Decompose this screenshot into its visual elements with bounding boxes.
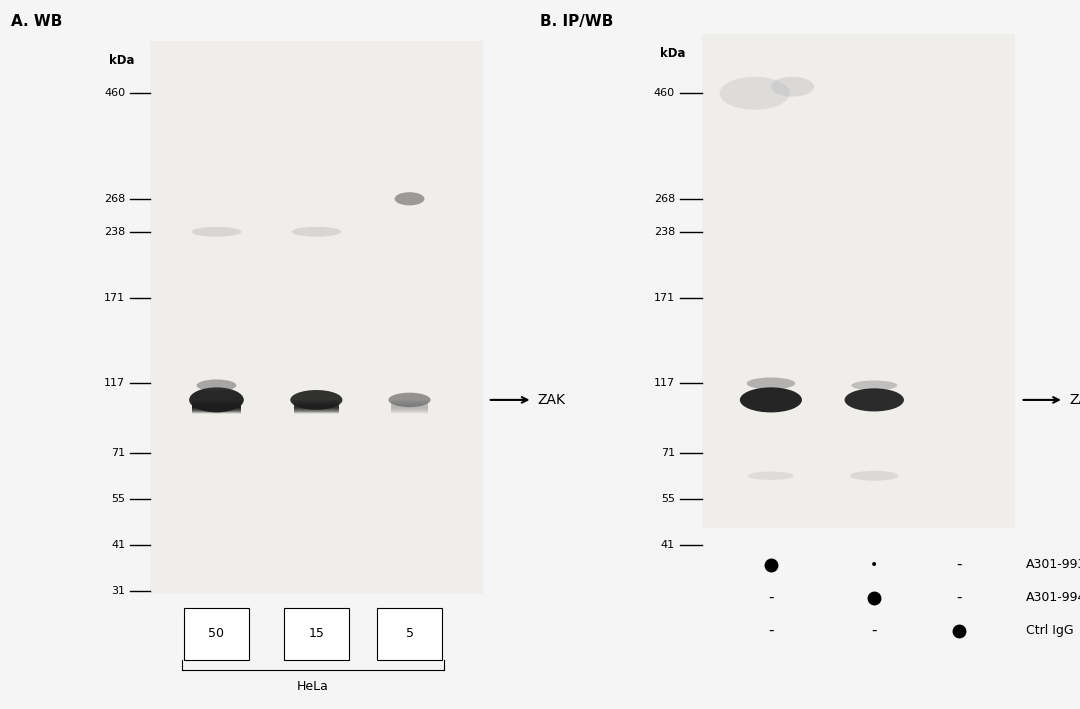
Ellipse shape <box>771 77 814 96</box>
Ellipse shape <box>191 227 241 237</box>
Ellipse shape <box>845 389 904 411</box>
Ellipse shape <box>189 387 244 413</box>
Text: 71: 71 <box>111 447 125 458</box>
Text: 117: 117 <box>653 379 675 389</box>
Text: 460: 460 <box>104 89 125 99</box>
Text: 238: 238 <box>653 227 675 237</box>
Ellipse shape <box>740 387 802 413</box>
Ellipse shape <box>394 192 424 206</box>
Text: A301-993A: A301-993A <box>1026 558 1080 571</box>
Text: 41: 41 <box>111 540 125 550</box>
Ellipse shape <box>291 390 342 410</box>
Text: A. WB: A. WB <box>11 14 63 29</box>
Text: Ctrl IgG: Ctrl IgG <box>1026 624 1074 637</box>
Text: B. IP/WB: B. IP/WB <box>540 14 613 29</box>
Text: 41: 41 <box>661 540 675 550</box>
Text: 117: 117 <box>104 379 125 389</box>
Text: -: - <box>872 623 877 638</box>
Ellipse shape <box>748 471 794 480</box>
Ellipse shape <box>851 381 897 391</box>
Text: 238: 238 <box>104 227 125 237</box>
Text: 15: 15 <box>309 627 324 640</box>
Text: •: • <box>870 558 878 571</box>
Text: 268: 268 <box>104 194 125 203</box>
Text: ZAK: ZAK <box>1069 393 1080 407</box>
Bar <box>284 608 349 660</box>
Text: 71: 71 <box>661 447 675 458</box>
Text: -: - <box>956 590 961 605</box>
Text: kDa: kDa <box>109 54 135 67</box>
Text: ZAK: ZAK <box>538 393 566 407</box>
Bar <box>185 608 248 660</box>
Text: -: - <box>956 557 961 572</box>
Ellipse shape <box>850 471 899 481</box>
Text: 460: 460 <box>653 89 675 99</box>
Text: 5: 5 <box>405 627 414 640</box>
Ellipse shape <box>197 379 237 391</box>
Text: HeLa: HeLa <box>297 680 329 693</box>
Bar <box>150 40 483 594</box>
Ellipse shape <box>746 377 795 389</box>
Text: -: - <box>768 590 773 605</box>
Ellipse shape <box>292 227 341 237</box>
Text: A301-994A: A301-994A <box>1026 591 1080 604</box>
Ellipse shape <box>719 77 789 110</box>
Text: 171: 171 <box>653 293 675 303</box>
Text: 50: 50 <box>208 627 225 640</box>
Text: 31: 31 <box>111 586 125 596</box>
Text: 55: 55 <box>111 493 125 504</box>
Text: -: - <box>768 623 773 638</box>
Text: 268: 268 <box>653 194 675 203</box>
Text: 55: 55 <box>661 493 675 504</box>
Text: 171: 171 <box>104 293 125 303</box>
Text: kDa: kDa <box>660 48 686 60</box>
Bar <box>377 608 442 660</box>
Bar <box>702 34 1015 528</box>
Ellipse shape <box>389 393 431 407</box>
